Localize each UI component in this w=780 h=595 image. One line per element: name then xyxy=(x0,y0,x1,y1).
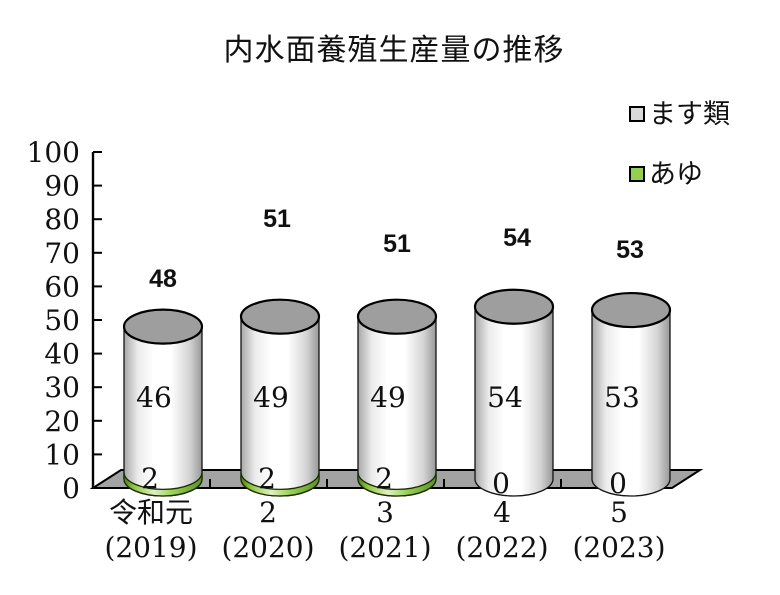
total-label: 48 xyxy=(149,265,177,293)
x-axis-label-year: (2019) xyxy=(104,531,197,564)
legend-item-masu: ます類 xyxy=(629,99,730,130)
x-axis-label-year: (2020) xyxy=(221,531,314,564)
y-tick-label: 90 xyxy=(44,170,80,203)
x-axis-label-era: 3 xyxy=(376,496,394,529)
ayu-segment xyxy=(357,472,437,497)
y-tick-label: 70 xyxy=(44,237,80,270)
masu-value-label: 54 xyxy=(487,381,523,414)
legend-label-ayu: あゆ xyxy=(649,159,703,190)
cylinder-top xyxy=(122,308,204,345)
x-axis-label-era: 令和元 xyxy=(109,496,193,529)
chart-title: 内水面養殖生産量の推移 xyxy=(224,33,565,68)
y-tick-label: 30 xyxy=(44,371,80,404)
y-tick-label: 50 xyxy=(44,304,80,337)
ayu-segment xyxy=(123,472,203,497)
masu-value-label: 53 xyxy=(604,381,640,414)
total-label: 51 xyxy=(383,230,411,258)
ayu-value-label: 2 xyxy=(141,462,159,495)
y-tick-label: 60 xyxy=(44,270,80,303)
masu-swatch-icon xyxy=(629,106,645,122)
ayu-value-label: 2 xyxy=(258,462,276,495)
cylinder-top xyxy=(473,288,555,325)
cylinder-top xyxy=(239,298,321,335)
y-tick-label: 100 xyxy=(27,136,80,169)
ayu-value-label: 0 xyxy=(492,467,510,500)
y-tick-label: 10 xyxy=(44,438,80,471)
x-axis-label-year: (2022) xyxy=(455,531,548,564)
legend-label-masu: ます類 xyxy=(649,99,730,130)
ayu-value-label: 2 xyxy=(375,462,393,495)
masu-value-label: 49 xyxy=(370,381,406,414)
y-tick-label: 0 xyxy=(62,472,80,505)
x-axis-label-year: (2021) xyxy=(338,531,431,564)
cylinder-top xyxy=(356,298,438,335)
x-axis-label-era: 4 xyxy=(493,496,511,529)
masu-value-label: 49 xyxy=(253,381,289,414)
x-axis-label-era: 2 xyxy=(259,496,277,529)
y-tick-label: 20 xyxy=(44,405,80,438)
total-label: 51 xyxy=(263,205,291,233)
ayu-swatch-icon xyxy=(629,166,645,182)
ayu-value-label: 0 xyxy=(609,467,627,500)
y-tick-label: 40 xyxy=(44,338,80,371)
total-label: 53 xyxy=(616,236,644,264)
masu-value-label: 46 xyxy=(136,381,172,414)
plot-area: 010203040506070809010048462令和元(2019)5149… xyxy=(27,136,704,564)
total-label: 54 xyxy=(503,224,531,252)
x-axis-label-era: 5 xyxy=(610,496,628,529)
y-tick-label: 80 xyxy=(44,203,80,236)
cylinder-top xyxy=(590,291,672,329)
x-axis-label-year: (2023) xyxy=(572,531,665,564)
ayu-segment xyxy=(240,472,320,497)
legend: ます類 あゆ xyxy=(629,99,730,190)
legend-item-ayu: あゆ xyxy=(629,159,703,190)
